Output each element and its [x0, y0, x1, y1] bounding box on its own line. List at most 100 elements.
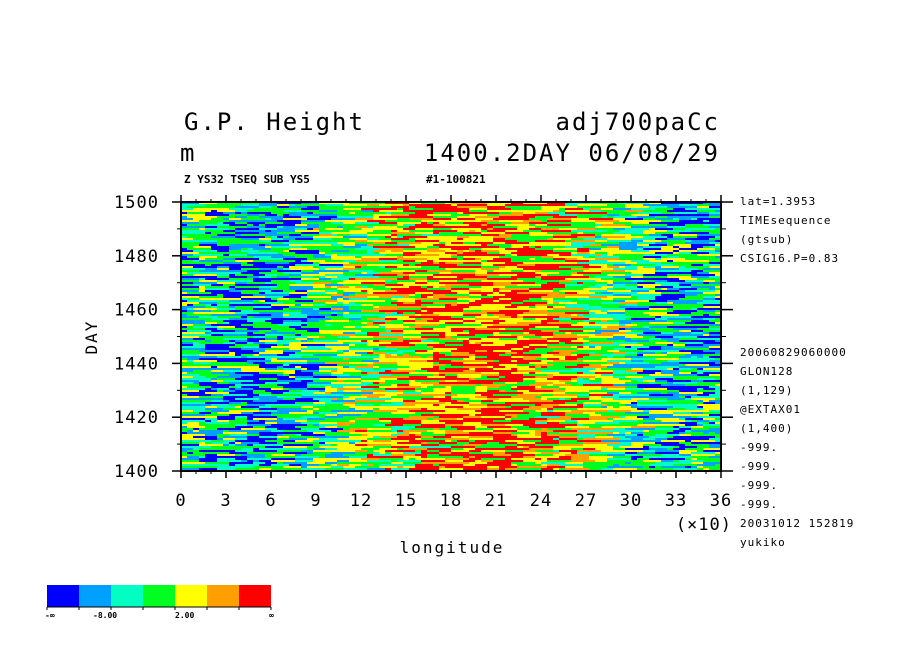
heatmap-cell	[571, 460, 595, 462]
heatmap-cell	[583, 266, 601, 268]
heatmap-cell	[223, 450, 235, 452]
heatmap-cell	[313, 424, 319, 426]
heatmap-cell	[559, 302, 577, 304]
heatmap-cell	[625, 288, 649, 290]
heatmap-cell	[349, 464, 361, 466]
heatmap-cell	[643, 246, 661, 248]
heatmap-cell	[397, 408, 421, 410]
heatmap-cell	[565, 420, 577, 422]
heatmap-cell	[631, 222, 649, 224]
heatmap-cell	[673, 248, 679, 250]
heatmap-cell	[385, 468, 391, 470]
heatmap-cell	[703, 350, 721, 352]
heatmap-cell	[181, 354, 187, 356]
heatmap-cell	[355, 286, 361, 288]
heatmap-cell	[361, 372, 367, 374]
heatmap-cell	[349, 466, 355, 468]
heatmap-cell	[367, 264, 385, 266]
heatmap-cell	[289, 206, 307, 208]
heatmap-cell	[265, 300, 277, 302]
heatmap-cell	[193, 312, 217, 314]
heatmap-cell	[247, 372, 259, 374]
heatmap-cell	[379, 308, 385, 310]
heatmap-cell	[307, 438, 319, 440]
heatmap-cell	[361, 258, 379, 260]
heatmap-cell	[229, 396, 253, 398]
heatmap-cell	[361, 256, 379, 258]
heatmap-cell	[499, 216, 505, 218]
heatmap-cell	[343, 204, 367, 206]
heatmap-cell	[637, 352, 655, 354]
heatmap-cell	[325, 362, 349, 364]
heatmap-cell	[199, 354, 217, 356]
heatmap-cell	[265, 446, 283, 448]
heatmap-cell	[199, 332, 205, 334]
heatmap-cell	[577, 236, 583, 238]
heatmap-cell	[583, 236, 595, 238]
heatmap-cell	[445, 258, 457, 260]
heatmap-cell	[577, 348, 583, 350]
heatmap-cell	[667, 318, 685, 320]
heatmap-cell	[445, 458, 469, 460]
heatmap-cell	[367, 296, 379, 298]
heatmap-cell	[523, 312, 541, 314]
heatmap-cell	[427, 236, 445, 238]
heatmap-cell	[187, 272, 199, 274]
heatmap-cell	[253, 266, 277, 268]
heatmap-cell	[547, 220, 571, 222]
heatmap-cell	[715, 256, 721, 258]
heatmap-cell	[367, 238, 379, 240]
heatmap-cell	[583, 344, 601, 346]
heatmap-cell	[307, 314, 331, 316]
heatmap-cell	[235, 260, 253, 262]
heatmap-cell	[661, 460, 673, 462]
heatmap-cell	[295, 338, 307, 340]
heatmap-cell	[415, 212, 433, 214]
heatmap-cell	[301, 220, 325, 222]
heatmap-cell	[445, 322, 463, 324]
heatmap-cell	[475, 312, 487, 314]
heatmap-cell	[367, 234, 373, 236]
heatmap-cell	[703, 402, 715, 404]
heatmap-cell	[313, 206, 319, 208]
heatmap-cell	[643, 286, 655, 288]
heatmap-cell	[649, 300, 667, 302]
heatmap-cell	[379, 256, 391, 258]
heatmap-cell	[301, 340, 307, 342]
heatmap-cell	[307, 346, 325, 348]
heatmap-cell	[595, 448, 613, 450]
heatmap-cell	[583, 218, 589, 220]
heatmap-cell	[181, 216, 187, 218]
heatmap-cell	[235, 384, 259, 386]
heatmap-cell	[421, 318, 433, 320]
heatmap-cell	[343, 208, 349, 210]
heatmap-cell	[223, 390, 235, 392]
heatmap-cell	[319, 412, 331, 414]
heatmap-cell	[403, 448, 427, 450]
heatmap-cell	[253, 374, 277, 376]
heatmap-cell	[529, 232, 547, 234]
heatmap-cell	[595, 254, 601, 256]
heatmap-cell	[625, 240, 631, 242]
heatmap-cell	[463, 320, 475, 322]
heatmap-cell	[691, 412, 703, 414]
heatmap-cell	[313, 376, 337, 378]
heatmap-cell	[415, 352, 433, 354]
heatmap-cell	[181, 296, 199, 298]
heatmap-cell	[445, 220, 463, 222]
heatmap-cell	[505, 418, 511, 420]
heatmap-cell	[691, 396, 697, 398]
heatmap-cell	[469, 450, 481, 452]
heatmap-cell	[421, 262, 427, 264]
heatmap-cell	[655, 376, 661, 378]
heatmap-cell	[649, 222, 667, 224]
heatmap-cell	[529, 222, 547, 224]
heatmap-cell	[211, 314, 235, 316]
heatmap-cell	[379, 396, 391, 398]
heatmap-cell	[199, 456, 205, 458]
heatmap-cell	[595, 322, 619, 324]
heatmap-cell	[565, 296, 589, 298]
heatmap-cell	[319, 278, 331, 280]
heatmap-cell	[439, 466, 445, 468]
heatmap-cell	[469, 410, 475, 412]
